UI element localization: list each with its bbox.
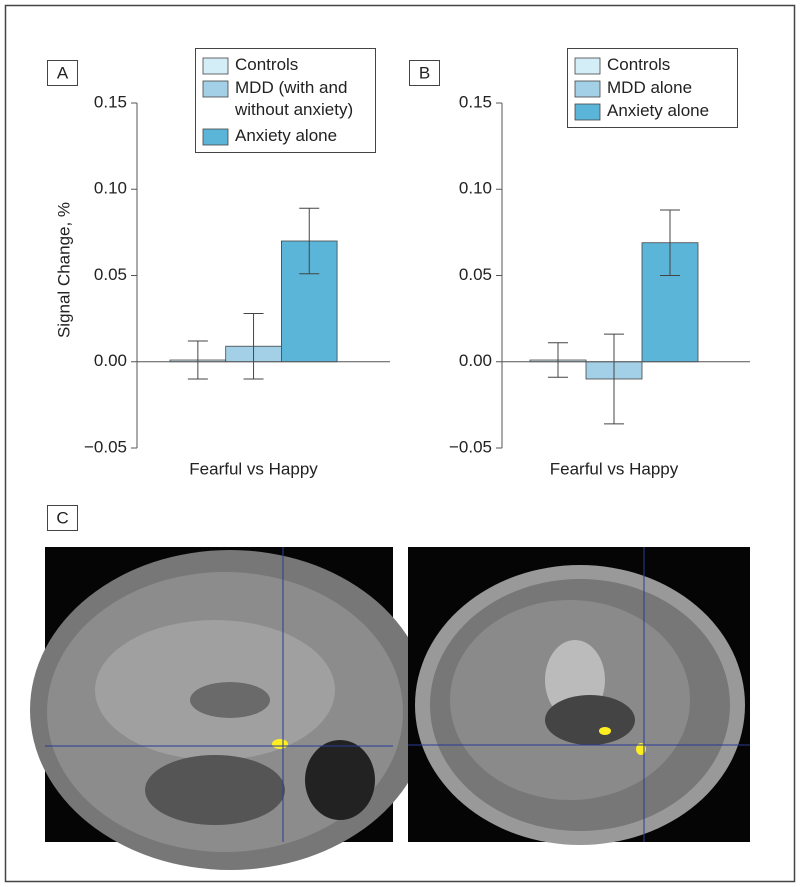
legend-swatch (202, 128, 229, 146)
y-tick-label: 0.10 (94, 179, 127, 198)
error-bar (243, 312, 264, 380)
x-tick-label: Fearful vs Happy (189, 459, 318, 478)
brain-image-sagittal (30, 547, 430, 870)
legend-label: MDD alone (607, 78, 692, 97)
y-tick-label: 0.05 (94, 265, 127, 284)
y-tick-label: −0.05 (449, 437, 492, 456)
error-bar (187, 340, 208, 380)
brain-image-axial (408, 547, 750, 845)
error-bar (604, 333, 624, 425)
legend-label: Anxiety alone (235, 126, 337, 145)
panel-label: C (56, 508, 68, 527)
legend-swatch (202, 80, 229, 98)
error-bar (548, 342, 568, 378)
error-bar (660, 209, 680, 276)
legend-swatch (574, 57, 601, 75)
panel-label: A (57, 63, 69, 82)
y-tick-label: 0.10 (459, 179, 492, 198)
panel-label-box (409, 60, 440, 86)
y-axis-title: Signal Change, % (54, 202, 73, 338)
legend-swatch (202, 57, 229, 75)
legend-label: Controls (607, 55, 670, 74)
y-tick-label: 0.15 (459, 92, 492, 111)
legend-swatch (574, 103, 601, 121)
y-tick-label: −0.05 (84, 437, 127, 456)
legend-label: Controls (235, 55, 298, 74)
panel-label-box (47, 60, 78, 86)
y-tick-label: 0.15 (94, 92, 127, 111)
legend-swatch (574, 80, 601, 98)
y-tick-label: 0.05 (459, 265, 492, 284)
y-tick-label: 0.00 (459, 351, 492, 370)
x-tick-label: Fearful vs Happy (550, 459, 679, 478)
panel-label-box (47, 505, 78, 531)
legend-label: Anxiety alone (607, 101, 709, 120)
y-tick-label: 0.00 (94, 351, 127, 370)
panel-label: B (419, 63, 430, 82)
error-bar (299, 207, 320, 275)
legend-label: MDD (with and without anxiety) (234, 78, 353, 119)
